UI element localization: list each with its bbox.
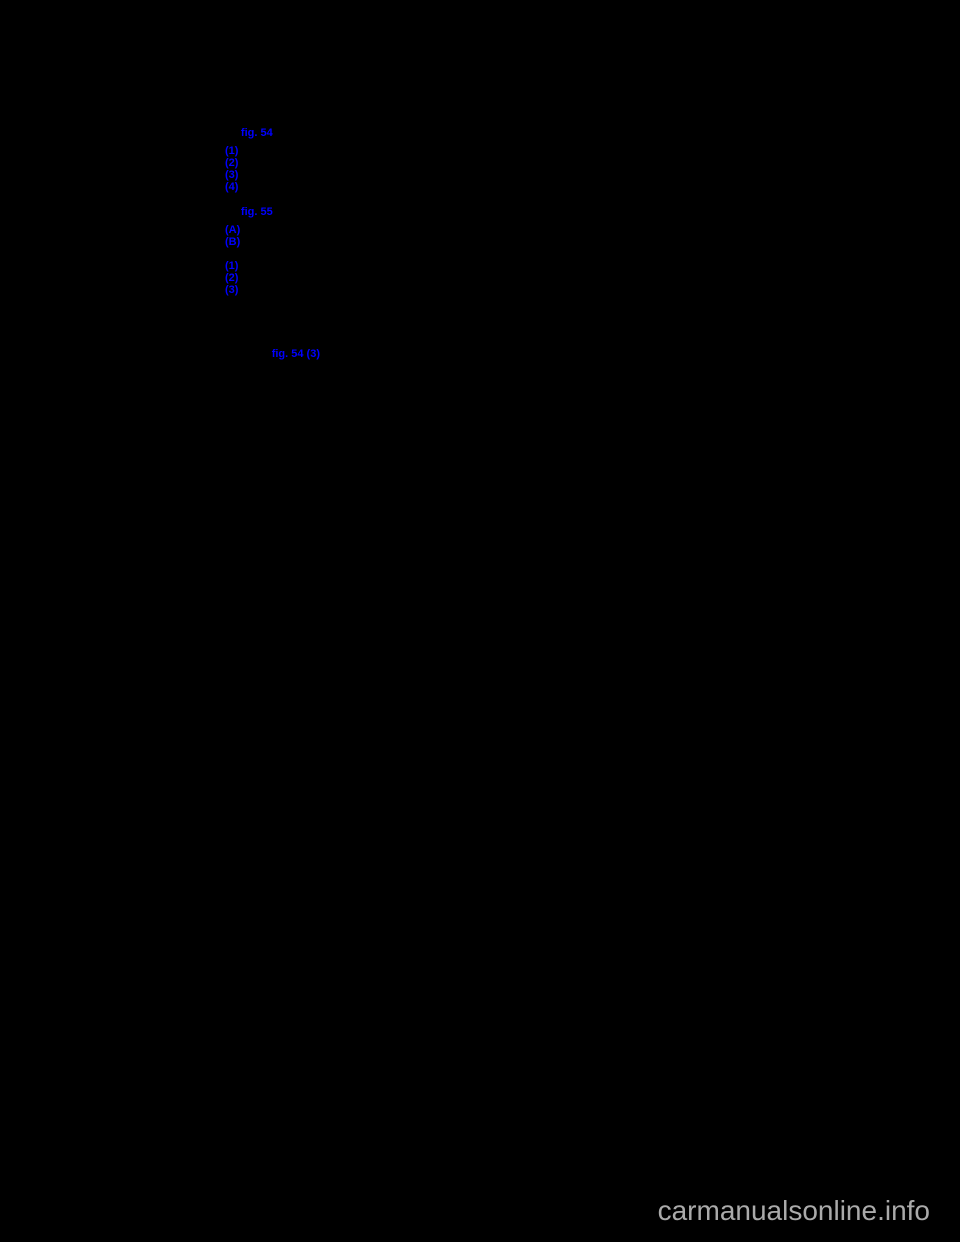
text-line: (1) Hood prop	[225, 260, 293, 272]
reference-link[interactable]: (2)	[225, 157, 238, 169]
text-line: => fig. 55 Opening the hood	[225, 206, 363, 218]
text-line: hood up with the hood prop that you have	[150, 420, 352, 432]
reference-link[interactable]: (2)	[225, 272, 238, 284]
reference-link[interactable]: (4)	[225, 181, 238, 193]
text: windshield.	[150, 332, 204, 344]
text: Hood prop holder	[238, 272, 326, 284]
text-line: (4) Hood prop	[225, 181, 293, 193]
watermark: carmanualsonline.info	[658, 1195, 930, 1227]
text: Pull the release lever =>	[150, 348, 272, 360]
text: removed from its holder.	[150, 444, 268, 456]
text-line: the arrow. The hood springs out of its	[150, 360, 331, 372]
reference-link[interactable]: (B)	[225, 236, 240, 248]
text: Hood prop inserted	[240, 236, 337, 248]
text-line: Pull the release lever => fig. 54 (3) in…	[150, 348, 407, 360]
text-line: => fig. 54 Secondary latch	[225, 127, 355, 139]
text: Before opening the hood, make sure the w…	[150, 320, 571, 332]
text-line: (1) Hood catch	[225, 145, 297, 157]
reference-link[interactable]: (3)	[225, 169, 238, 181]
text-line: Raise the hood up slightly, and hold the	[150, 396, 342, 408]
reference-link[interactable]: fig. 55	[241, 206, 273, 218]
text-line: removed from its holder.	[150, 444, 268, 456]
text: Hood prop	[238, 181, 292, 193]
reference-link[interactable]: fig. 54	[241, 127, 273, 139]
text-line: (3) Recess in hood	[225, 284, 317, 296]
text: Secondary latch	[273, 127, 355, 139]
text-line: Before opening the hood, make sure the w…	[150, 320, 571, 332]
text-line: windshield.	[150, 332, 204, 344]
text-line: (2) Hood prop holder	[225, 272, 327, 284]
text-line: (A) Hood prop in holder	[225, 224, 340, 236]
text: Hood prop in holder	[240, 224, 340, 236]
text: Hood catch	[238, 145, 297, 157]
reference-link[interactable]: (A)	[225, 224, 240, 236]
text: Release lever	[238, 169, 308, 181]
text: in the direction of	[320, 348, 407, 360]
reference-link[interactable]: (3)	[307, 348, 320, 360]
text: Recess in hood	[238, 284, 317, 296]
text: hood up with the hood prop that you have	[150, 420, 352, 432]
text-line: (3) Release lever	[225, 169, 309, 181]
text: Hood	[238, 157, 267, 169]
text: Raise the hood up slightly, and hold the	[150, 396, 342, 408]
text: =>	[225, 127, 241, 139]
text-line: (B) Hood prop inserted	[225, 236, 337, 248]
reference-link[interactable]: fig. 54	[272, 348, 304, 360]
text-line: (2) Hood	[225, 157, 268, 169]
reference-link[interactable]: (3)	[225, 284, 238, 296]
reference-link[interactable]: (1)	[225, 145, 238, 157]
text: Opening the hood	[273, 206, 364, 218]
text-line: latch (1). Do not press down on the hood…	[150, 372, 352, 384]
text: Hood prop	[238, 260, 292, 272]
reference-link[interactable]: (1)	[225, 260, 238, 272]
text: the arrow. The hood springs out of its	[150, 360, 331, 372]
text: =>	[225, 206, 241, 218]
text: latch (1). Do not press down on the hood…	[150, 372, 352, 384]
